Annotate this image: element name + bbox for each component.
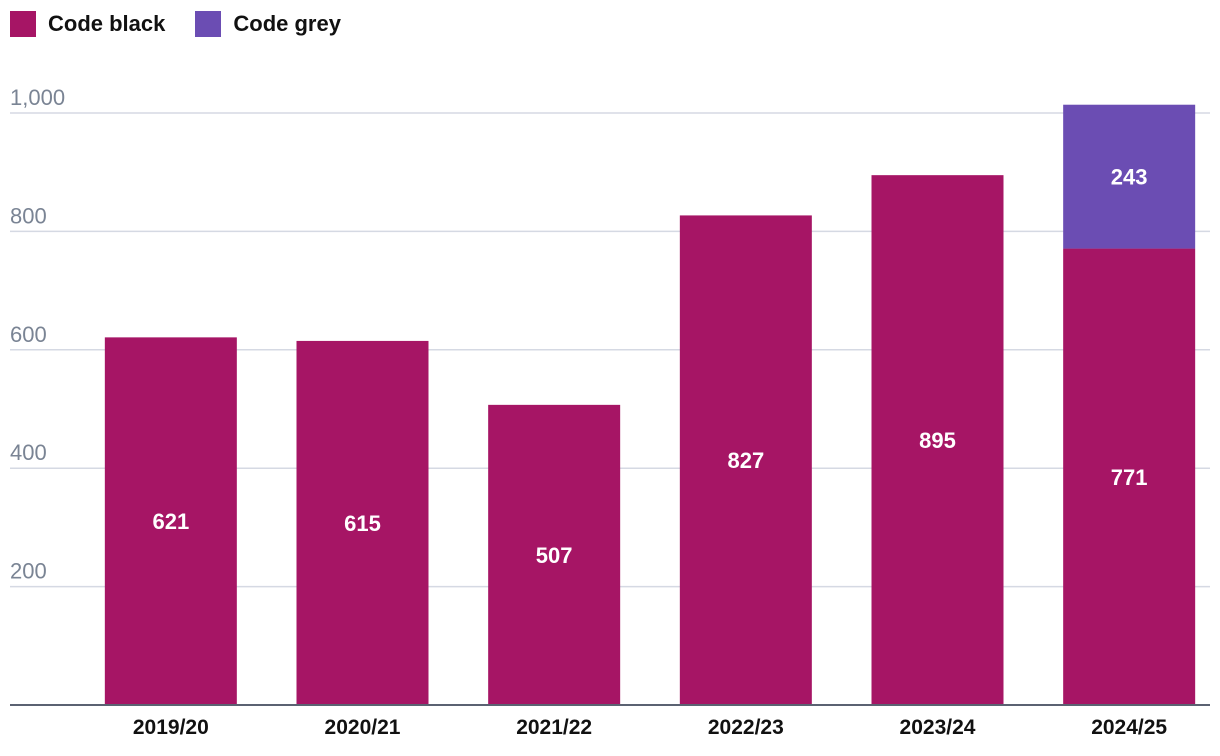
y-tick-label: 600 — [10, 322, 47, 347]
data-label: 895 — [919, 428, 956, 453]
chart-legend: Code black Code grey — [10, 8, 341, 40]
legend-item-code-grey: Code grey — [195, 11, 341, 37]
bar-code-black — [104, 337, 237, 705]
bar-code-grey — [1063, 104, 1196, 249]
data-label: 827 — [727, 448, 764, 473]
bar-code-black — [871, 175, 1004, 705]
legend-item-code-black: Code black — [10, 11, 165, 37]
y-tick-label: 1,000 — [10, 85, 65, 110]
data-label: 771 — [1111, 465, 1148, 490]
legend-swatch-code-grey — [195, 11, 222, 37]
bar-code-black — [296, 340, 429, 705]
x-tick-label: 2024/25 — [1091, 716, 1167, 739]
y-tick-label: 400 — [10, 440, 47, 465]
bar-code-black — [1063, 248, 1196, 705]
y-tick-label: 200 — [10, 559, 47, 584]
data-label: 615 — [344, 511, 381, 536]
legend-label-code-grey: Code grey — [233, 11, 341, 36]
x-tick-label: 2021/22 — [516, 716, 592, 739]
legend-swatch-code-black — [10, 11, 36, 37]
legend-label-code-black: Code black — [48, 11, 166, 36]
x-tick-label: 2022/23 — [708, 716, 784, 739]
x-tick-label: 2019/20 — [133, 716, 209, 739]
data-label: 507 — [536, 543, 573, 568]
y-tick-label: 800 — [10, 203, 47, 228]
data-label: 621 — [152, 509, 189, 534]
x-tick-label: 2023/24 — [900, 716, 976, 739]
bar-code-black — [488, 404, 621, 705]
data-label: 243 — [1111, 165, 1148, 190]
bar-code-black — [679, 215, 812, 705]
x-tick-label: 2020/21 — [325, 716, 401, 739]
